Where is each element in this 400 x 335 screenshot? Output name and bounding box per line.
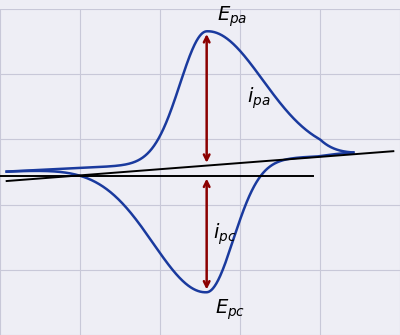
Text: $E_{pa}$: $E_{pa}$ (217, 4, 248, 29)
Text: $i_{pa}$: $i_{pa}$ (247, 86, 270, 111)
Text: $i_{pc}$: $i_{pc}$ (213, 221, 237, 247)
Text: $E_{pc}$: $E_{pc}$ (215, 297, 245, 322)
